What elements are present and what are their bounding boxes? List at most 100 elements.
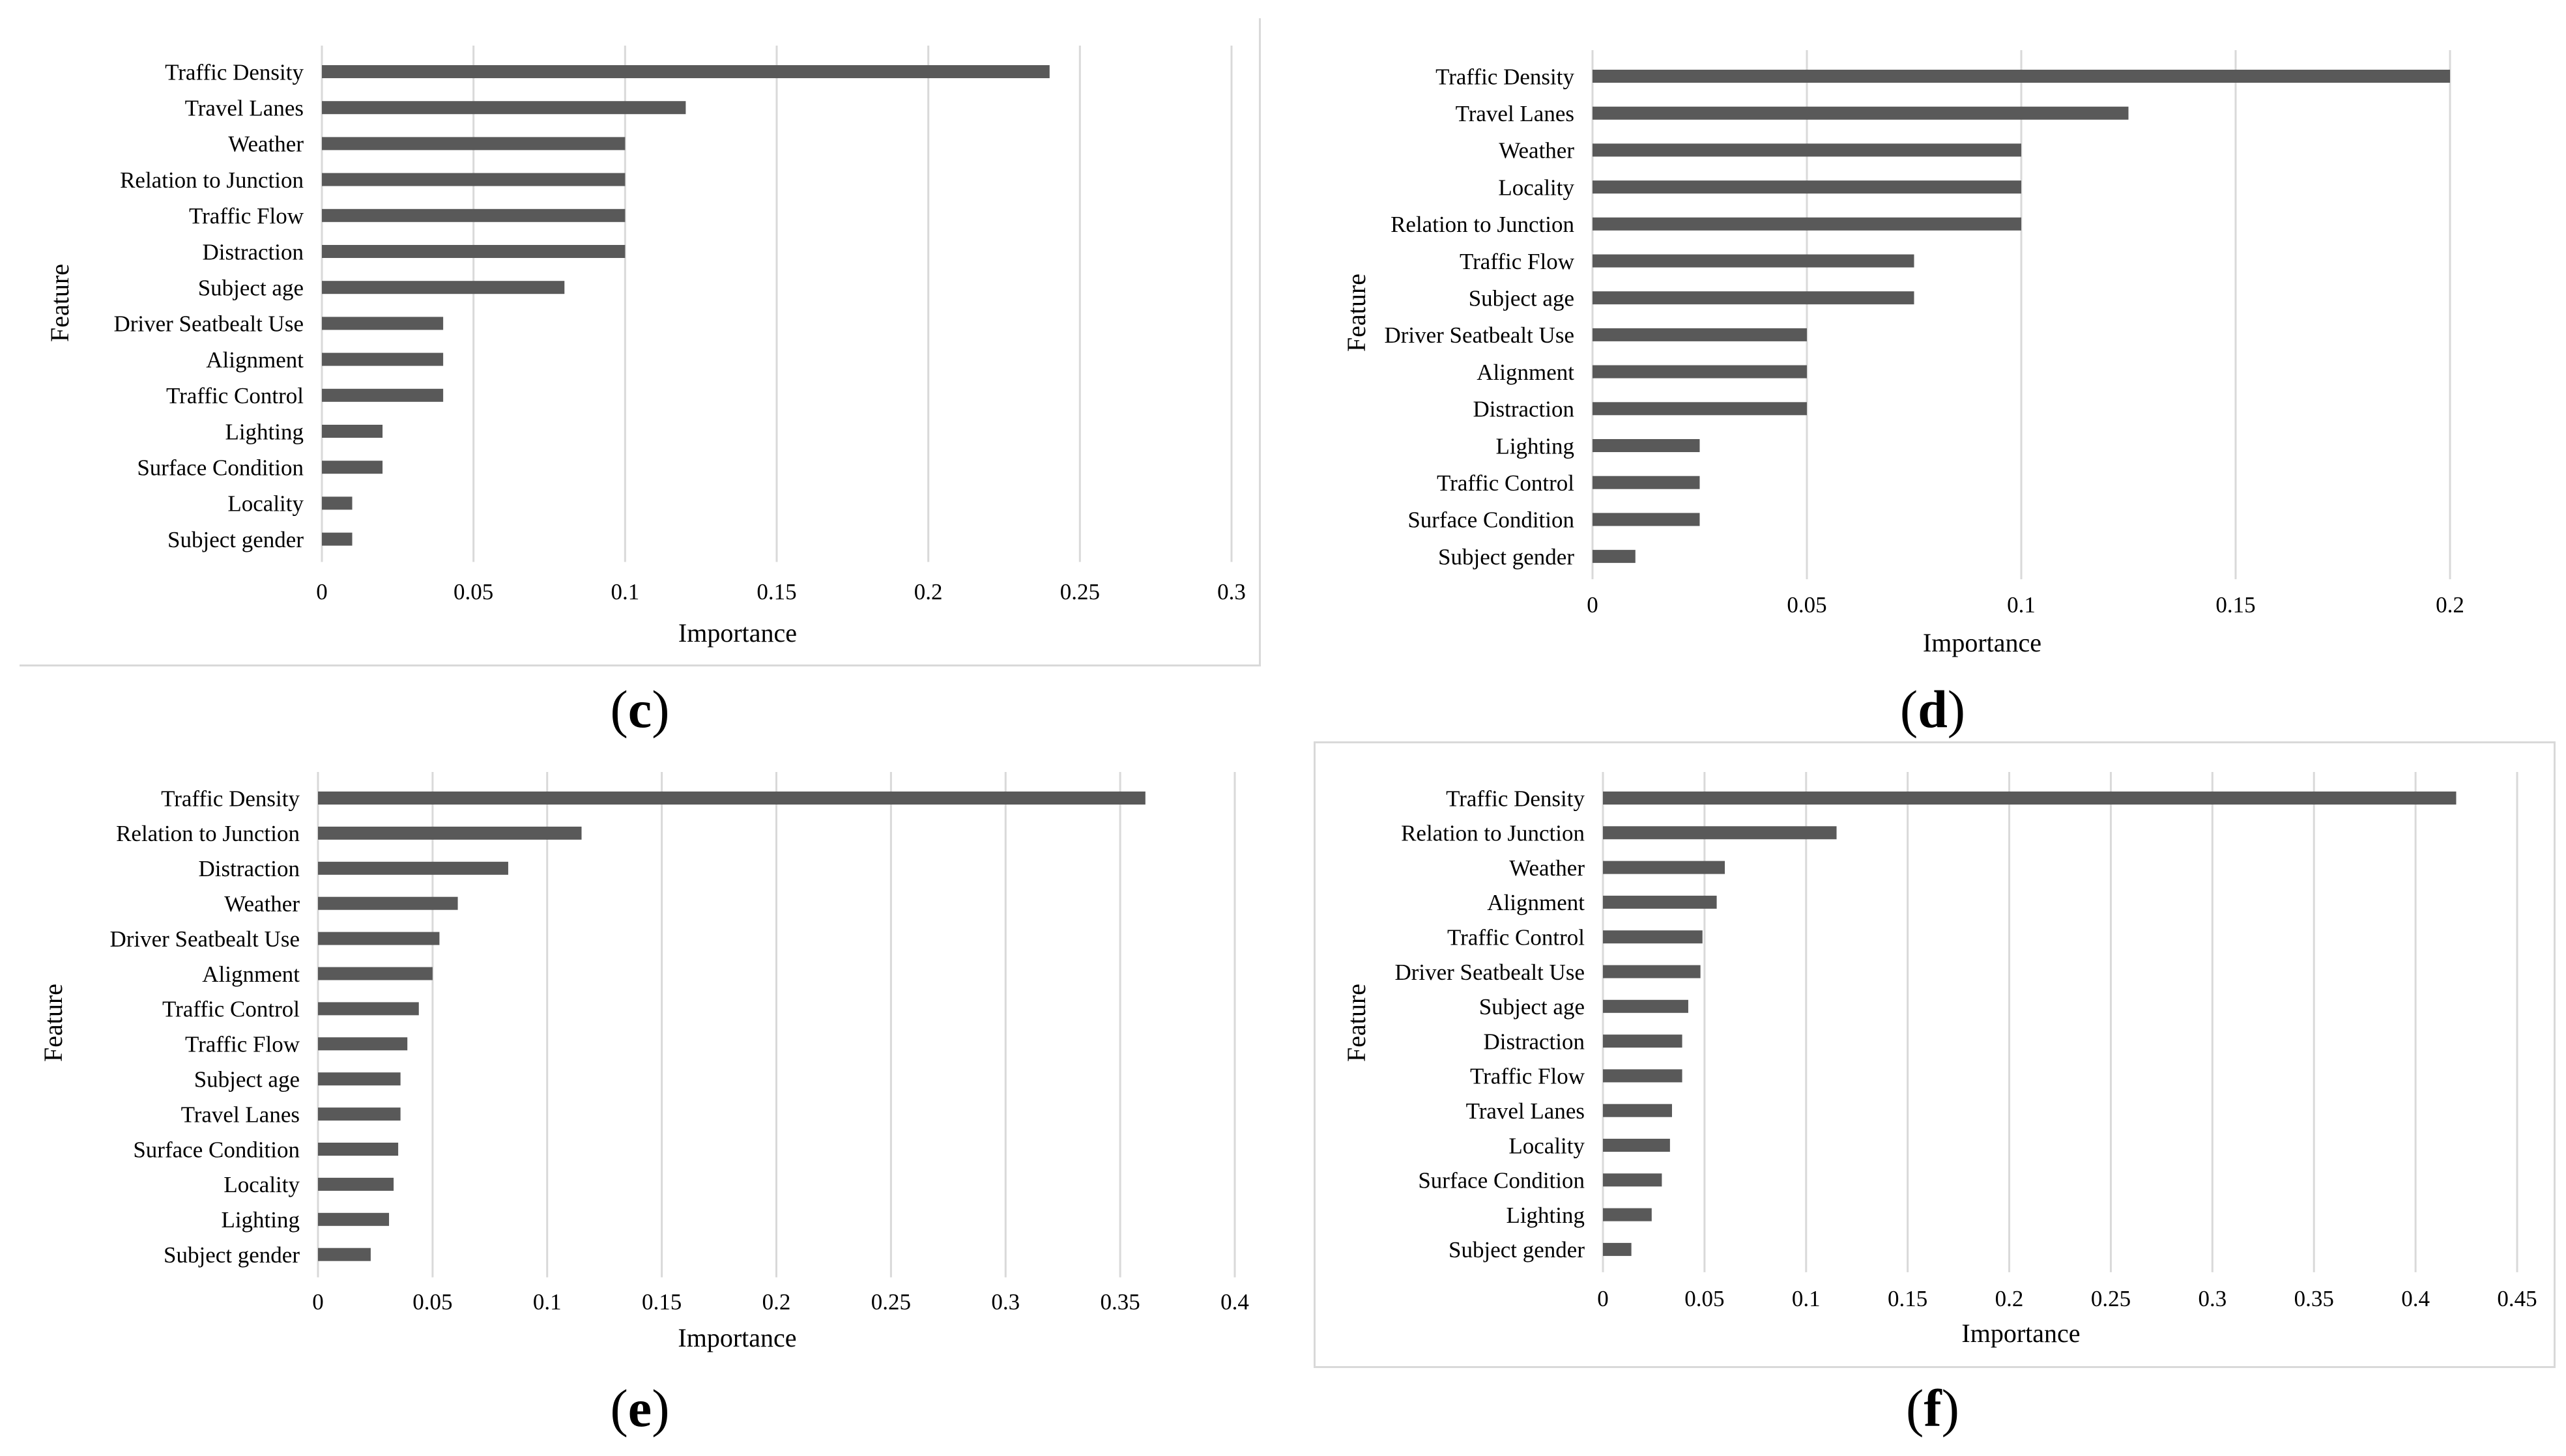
category-label: Subject age	[1479, 994, 1585, 1020]
x-tick-label: 0.1	[1792, 1286, 1821, 1311]
bar	[322, 496, 353, 510]
category-label: Subject gender	[1449, 1237, 1585, 1263]
x-tick-label: 0	[1597, 1286, 1609, 1311]
category-label: Distraction	[202, 239, 304, 264]
x-tick-label: 0.05	[454, 579, 493, 605]
x-tick-label: 0.15	[1888, 1286, 1927, 1311]
category-label: Driver Seatbealt Use	[1384, 322, 1574, 348]
x-tick-label: 0.2	[1995, 1286, 2024, 1311]
category-label: Traffic Flow	[1470, 1064, 1585, 1089]
bar	[318, 861, 508, 875]
bar	[318, 1037, 408, 1051]
bar	[318, 1107, 401, 1121]
category-label: Locality	[223, 1172, 300, 1197]
category-label: Subject age	[194, 1066, 300, 1092]
bar	[322, 208, 626, 222]
bar	[1603, 1069, 1682, 1083]
x-tick-label: 0.2	[914, 579, 943, 605]
category-label: Traffic Flow	[1460, 249, 1575, 274]
bar	[318, 1072, 401, 1086]
bar	[318, 1212, 390, 1226]
x-tick-label: 0.05	[412, 1289, 452, 1315]
category-label: Travel Lanes	[1456, 101, 1574, 126]
chart-f-svg: 0 0.05 0.1 0.15 0.2 0.25 0.3 0.35 0.4 0.45 Traffic…	[1342, 772, 2537, 1348]
category-label: Alignment	[1477, 360, 1574, 385]
x-tick-label: 0.15	[757, 579, 796, 605]
category-label: Subject age	[1469, 285, 1574, 311]
category-label: Relation to Junction	[1391, 212, 1574, 237]
bar	[322, 245, 626, 258]
bar	[1593, 513, 1700, 526]
y-axis-title: Feature	[1342, 274, 1371, 352]
y-axis-title: Feature	[38, 984, 68, 1062]
bar	[1593, 328, 1807, 341]
bar	[318, 826, 582, 840]
category-label: Distraction	[1473, 397, 1574, 422]
category-label: Weather	[1509, 855, 1585, 881]
chart-c-svg: 0 0.05 0.1 0.15 0.2 0.25 0.3 Traffic Density Tra…	[45, 46, 1246, 648]
category-label: Traffic Density	[1435, 64, 1574, 89]
x-tick-label: 0.35	[1101, 1289, 1140, 1315]
category-label: Surface Condition	[137, 455, 304, 480]
bar	[1593, 180, 2021, 194]
category-label: Weather	[1499, 138, 1574, 164]
bar	[318, 792, 1146, 805]
bar	[322, 317, 444, 330]
x-tick-label: 0.1	[533, 1289, 562, 1315]
x-axis-title: Importance	[1961, 1319, 2080, 1348]
chart-d-svg: 0 0.05 0.1 0.15 0.2 Traffic Density Travel Lan…	[1342, 50, 2464, 657]
category-label: Driver Seatbealt Use	[113, 311, 304, 337]
category-label: Subject gender	[1438, 544, 1574, 569]
bar	[1593, 217, 2021, 231]
category-label: Subject age	[198, 275, 304, 300]
category-label: Lighting	[1495, 433, 1574, 459]
bar	[1593, 365, 1807, 378]
category-label: Lighting	[221, 1207, 300, 1233]
x-tick-label: 0.4	[2401, 1286, 2430, 1311]
x-tick-label: 0.15	[2215, 592, 2255, 618]
bar	[318, 1177, 394, 1191]
x-tick-label: 0.25	[2091, 1286, 2131, 1311]
y-axis-title: Feature	[45, 264, 74, 342]
category-label: Alignment	[202, 962, 300, 987]
category-label: Alignment	[206, 347, 304, 373]
category-label: Traffic Control	[166, 383, 304, 408]
x-tick-label: 0.1	[2007, 592, 2036, 618]
bar	[1603, 861, 1725, 874]
category-label: Travel Lanes	[185, 95, 304, 121]
category-label: Traffic Flow	[189, 203, 304, 229]
bar	[1603, 1104, 1673, 1117]
bar	[322, 65, 1050, 78]
x-tick-label: 0.45	[2497, 1286, 2537, 1311]
panel-c-frame	[20, 18, 1261, 666]
category-label: Surface Condition	[1418, 1168, 1585, 1193]
bar	[1593, 402, 1807, 416]
category-label: Travel Lanes	[1466, 1098, 1585, 1124]
bar	[322, 173, 626, 186]
bar	[1603, 1035, 1682, 1048]
category-label: Relation to Junction	[116, 821, 300, 846]
x-tick-label: 0.2	[2436, 592, 2464, 618]
x-tick-label: 0.2	[762, 1289, 791, 1315]
y-axis-title: Feature	[1342, 984, 1371, 1062]
x-tick-label: 0	[316, 579, 328, 605]
bar	[322, 137, 626, 150]
x-tick-label: 0.05	[1684, 1286, 1724, 1311]
bar	[1603, 999, 1688, 1013]
panel-f-frame	[1314, 741, 2556, 1368]
bar	[318, 896, 458, 910]
category-label: Traffic Control	[1447, 924, 1585, 950]
bar	[1603, 965, 1701, 978]
bar	[322, 532, 353, 546]
category-label: Locality	[1498, 175, 1574, 200]
category-label: Traffic Flow	[185, 1032, 300, 1057]
bar	[1593, 550, 1636, 564]
category-label: Traffic Density	[1446, 786, 1585, 811]
bar	[1603, 1139, 1670, 1152]
chart-d: 0 0.05 0.1 0.15 0.2 Traffic Density Travel Lan…	[1297, 0, 2566, 684]
caption-e: (e)	[610, 1378, 670, 1438]
category-label: Surface Condition	[133, 1137, 300, 1162]
bar	[1593, 254, 1914, 268]
bar	[322, 388, 444, 402]
bar	[318, 967, 433, 980]
